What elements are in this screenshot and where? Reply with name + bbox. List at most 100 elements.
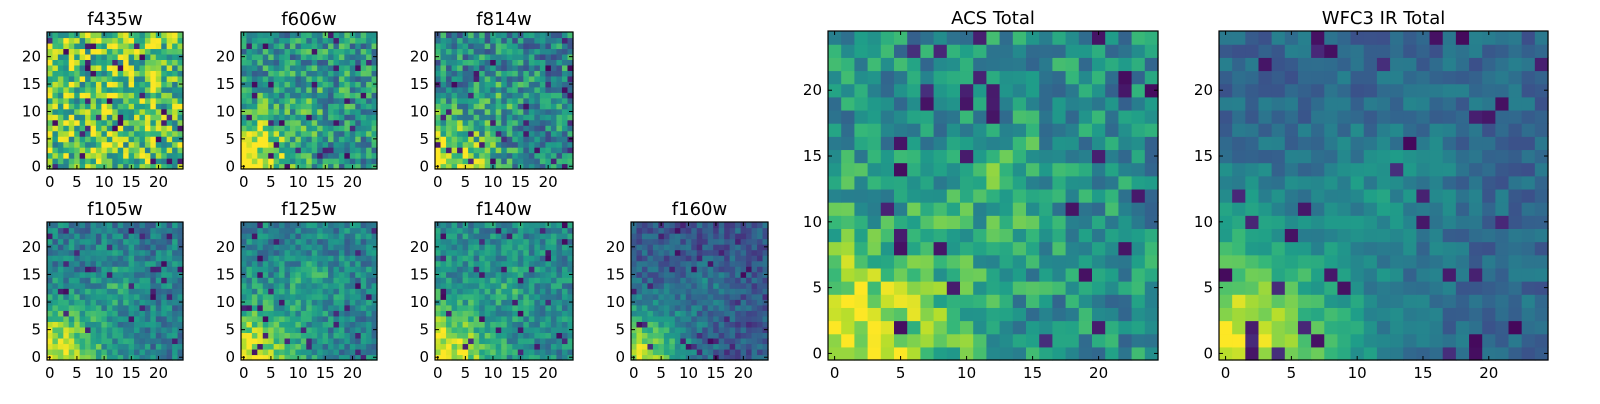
heatmap-cell (118, 310, 124, 316)
heatmap-cell (80, 321, 86, 327)
heatmap-cell (551, 349, 557, 355)
heatmap-cell (63, 158, 69, 164)
heatmap-cell (295, 266, 301, 272)
heatmap-cell (344, 131, 350, 137)
heatmap-cell (920, 294, 934, 308)
heatmap-cell (96, 147, 102, 153)
heatmap-cell (344, 288, 350, 294)
heatmap-cell (452, 70, 458, 76)
heatmap-cell (257, 239, 263, 245)
heatmap-cell (680, 222, 686, 228)
heatmap-cell (101, 70, 107, 76)
heatmap-cell (69, 81, 75, 87)
heatmap-cell (123, 65, 129, 71)
heatmap-cell (697, 294, 703, 300)
heatmap-cell (529, 305, 535, 311)
heatmap-cell (366, 92, 372, 98)
heatmap-cell (468, 343, 474, 349)
heatmap-cell (435, 114, 441, 120)
heatmap-cell (501, 125, 507, 131)
x-tick-label: 20 (734, 364, 753, 382)
heatmap-cell (680, 255, 686, 261)
heatmap-cell (523, 43, 529, 49)
heatmap-cell (361, 109, 367, 115)
heatmap-cell (691, 239, 697, 245)
heatmap-cell (642, 288, 648, 294)
heatmap-cell (474, 153, 480, 159)
heatmap-cell (312, 43, 318, 49)
heatmap-cell (973, 307, 987, 321)
heatmap-cell (1066, 347, 1080, 361)
heatmap-cell (350, 294, 356, 300)
heatmap-cell (150, 32, 156, 38)
heatmap-cell (161, 239, 167, 245)
heatmap-cell (647, 316, 653, 322)
heatmap-cell (1118, 347, 1132, 361)
heatmap-cell (350, 103, 356, 109)
heatmap-cell (691, 327, 697, 333)
heatmap-cell (172, 70, 178, 76)
heatmap-cell (366, 136, 372, 142)
heatmap-cell (1000, 163, 1014, 177)
heatmap-cell (80, 332, 86, 338)
heatmap-cell (69, 114, 75, 120)
heatmap-cell (123, 349, 129, 355)
heatmap-cell (556, 48, 562, 54)
heatmap-cell (501, 87, 507, 93)
heatmap-cell (474, 239, 480, 245)
heatmap-cell (523, 158, 529, 164)
heatmap-cell (435, 153, 441, 159)
heatmap-cell (312, 343, 318, 349)
heatmap-cell (730, 244, 736, 250)
heatmap-cell (279, 70, 285, 76)
heatmap-cell (730, 343, 736, 349)
heatmap-cell (312, 65, 318, 71)
heatmap-cell (636, 294, 642, 300)
heatmap-cell (339, 32, 345, 38)
heatmap-cell (246, 316, 252, 322)
heatmap-cell (680, 261, 686, 267)
heatmap-cell (534, 250, 540, 256)
heatmap-cell (518, 294, 524, 300)
heatmap-cell (512, 255, 518, 261)
heatmap-cell (658, 250, 664, 256)
heatmap-cell (702, 272, 708, 278)
heatmap-cell (452, 32, 458, 38)
heatmap-cell (107, 305, 113, 311)
heatmap-cell (274, 255, 280, 261)
heatmap-cell (328, 228, 334, 234)
heatmap-cell (479, 65, 485, 71)
heatmap-cell (129, 98, 135, 104)
heatmap-cell (80, 316, 86, 322)
heatmap-cell (664, 332, 670, 338)
heatmap-cell (257, 261, 263, 267)
heatmap-cell (735, 332, 741, 338)
heatmap-cell (485, 261, 491, 267)
heatmap-cell (328, 158, 334, 164)
heatmap-cell (562, 153, 568, 159)
heatmap-cell (91, 109, 97, 115)
heatmap-cell (112, 283, 118, 289)
heatmap-cell (312, 109, 318, 115)
heatmap-cell (485, 310, 491, 316)
heatmap-cell (139, 233, 145, 239)
heatmap-cell (642, 294, 648, 300)
heatmap-cell (246, 32, 252, 38)
heatmap-cell (457, 87, 463, 93)
heatmap-cell (474, 228, 480, 234)
heatmap-cell (145, 338, 151, 344)
heatmap-cell (263, 299, 269, 305)
heatmap-cell (366, 70, 372, 76)
heatmap-cell (107, 233, 113, 239)
heatmap-cell (150, 81, 156, 87)
heatmap-cell (523, 37, 529, 43)
heatmap-cell (463, 310, 469, 316)
heatmap-cell (446, 87, 452, 93)
heatmap-cell (52, 92, 58, 98)
heatmap-cell (47, 266, 53, 272)
heatmap-cell (457, 228, 463, 234)
heatmap-cell (920, 189, 934, 203)
heatmap-cell (312, 120, 318, 126)
heatmap-cell (74, 114, 80, 120)
heatmap-cell (63, 98, 69, 104)
